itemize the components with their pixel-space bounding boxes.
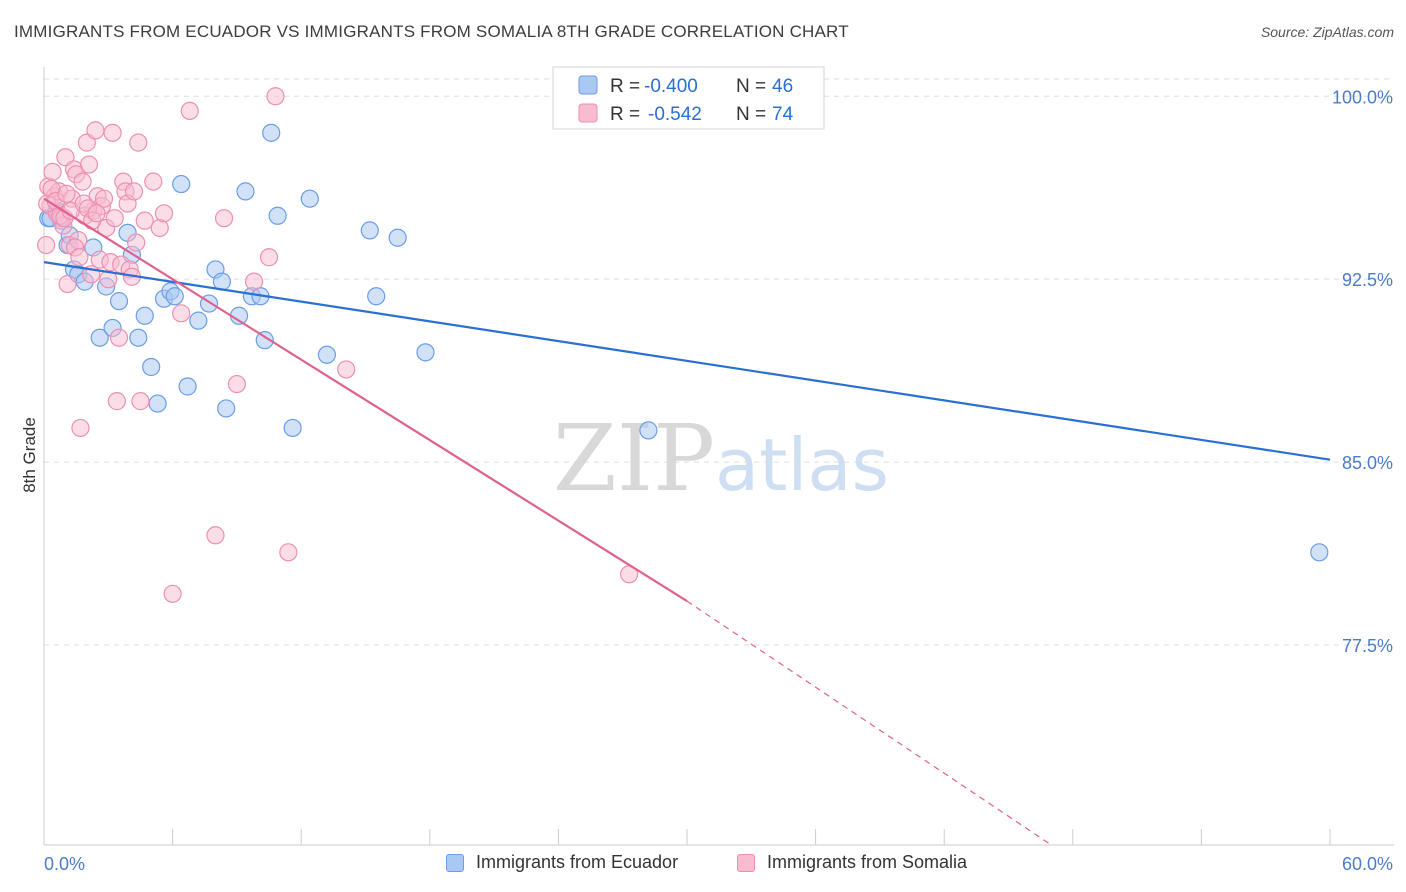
watermark-atlas: atlas <box>715 423 889 507</box>
legend-box: R = -0.400 N = 46 R = -0.542 N = 74 <box>552 66 825 130</box>
ecuador-point <box>109 292 129 311</box>
y-tick-label: 92.5% <box>1342 270 1393 290</box>
legend-n-value: 74 <box>772 104 794 125</box>
ecuador-point <box>172 174 191 194</box>
somalia-point <box>227 374 246 394</box>
somalia-point <box>107 392 126 411</box>
somalia-point <box>58 274 77 294</box>
somalia-point <box>70 248 89 267</box>
ecuador-point <box>388 228 407 247</box>
ecuador-point <box>283 418 302 438</box>
ecuador-point <box>135 306 154 325</box>
somalia-point <box>172 304 191 323</box>
ecuador-point <box>189 311 208 330</box>
somalia-point <box>94 189 114 208</box>
somalia-point <box>135 211 154 230</box>
legend-r-label: R = <box>610 76 640 97</box>
legend-label-ecuador: Immigrants from Ecuador <box>476 852 679 872</box>
legend-n-label: N = <box>736 104 766 125</box>
legend-swatch-ecuador <box>578 75 598 95</box>
somalia-point <box>206 526 225 545</box>
somalia-point <box>279 543 298 562</box>
bottom-legend: Immigrants from Ecuador Immigrants from … <box>0 852 1406 878</box>
somalia-point <box>129 133 148 152</box>
ecuador-point <box>360 221 379 240</box>
tick-labels: 77.5% 85.0% 92.5% 100.0% 0.0% 60.0% <box>44 87 1393 874</box>
y-tick-label: 100.0% <box>1332 87 1393 107</box>
ecuador-trend-line <box>43 261 1331 461</box>
series-somalia-points <box>37 87 639 603</box>
somalia-point <box>244 272 264 291</box>
somalia-point <box>163 584 182 603</box>
somalia-point <box>127 233 146 252</box>
somalia-point <box>259 248 279 267</box>
somalia-point <box>131 392 150 411</box>
ecuador-point <box>255 331 274 350</box>
grid-lines <box>44 78 1394 646</box>
somalia-point <box>87 204 106 223</box>
ecuador-point <box>639 421 658 440</box>
x-tick-label: 60.0% <box>1342 854 1393 874</box>
ecuador-point <box>416 343 435 362</box>
ecuador-point <box>142 357 161 377</box>
legend-n-value: 46 <box>772 76 793 97</box>
y-axis-title: 8th Grade <box>20 417 39 493</box>
legend-label-somalia: Immigrants from Somalia <box>767 852 968 872</box>
legend-swatch-ecuador <box>446 853 464 872</box>
ecuador-point <box>300 189 319 208</box>
legend-r-value: -0.400 <box>644 76 698 97</box>
somalia-point <box>86 121 105 140</box>
somalia-point <box>266 87 285 106</box>
legend-swatch-somalia <box>737 853 755 872</box>
y-tick-label: 85.0% <box>1342 453 1393 473</box>
somalia-point <box>103 123 122 142</box>
somalia-point <box>154 204 174 223</box>
ecuador-point <box>262 123 281 142</box>
ecuador-point <box>268 206 287 225</box>
somalia-point <box>57 184 76 203</box>
y-tick-label: 77.5% <box>1342 636 1393 656</box>
somalia-point <box>144 172 163 191</box>
legend-r-label: R = <box>610 104 640 125</box>
ecuador-point <box>367 287 386 306</box>
ecuador-point <box>90 328 109 347</box>
somalia-trend-line <box>43 197 688 603</box>
somalia-point <box>79 155 99 174</box>
source-label: Source: ZipAtlas.com <box>1260 24 1394 40</box>
somalia-point <box>109 328 129 347</box>
ecuador-point <box>148 394 167 413</box>
somalia-point <box>43 162 62 181</box>
ecuador-point <box>317 345 337 364</box>
ecuador-point <box>217 399 236 418</box>
trend-lines <box>43 197 1331 846</box>
ecuador-point <box>1310 543 1329 562</box>
legend-n-label: N = <box>736 76 766 97</box>
somalia-point <box>37 235 56 255</box>
legend-item-ecuador: Immigrants from Ecuador <box>446 852 678 873</box>
x-tick-label: 0.0% <box>44 854 85 874</box>
chart-title: IMMIGRANTS FROM ECUADOR VS IMMIGRANTS FR… <box>14 22 849 41</box>
legend-r-value: -0.542 <box>648 104 702 125</box>
somalia-point <box>105 209 124 228</box>
somalia-trend-extension <box>686 600 1052 846</box>
ecuador-point <box>165 287 184 306</box>
legend-swatch-somalia <box>578 103 598 123</box>
watermark-zip: ZIP <box>553 405 715 512</box>
somalia-point <box>124 182 144 201</box>
somalia-point <box>71 418 90 438</box>
ecuador-point <box>178 377 197 396</box>
ecuador-point <box>236 182 255 201</box>
somalia-point <box>180 101 199 120</box>
ecuador-point <box>129 328 148 347</box>
somalia-point <box>214 209 234 228</box>
legend-item-somalia: Immigrants from Somalia <box>737 852 967 873</box>
somalia-point <box>337 360 356 379</box>
somalia-point <box>73 172 92 191</box>
